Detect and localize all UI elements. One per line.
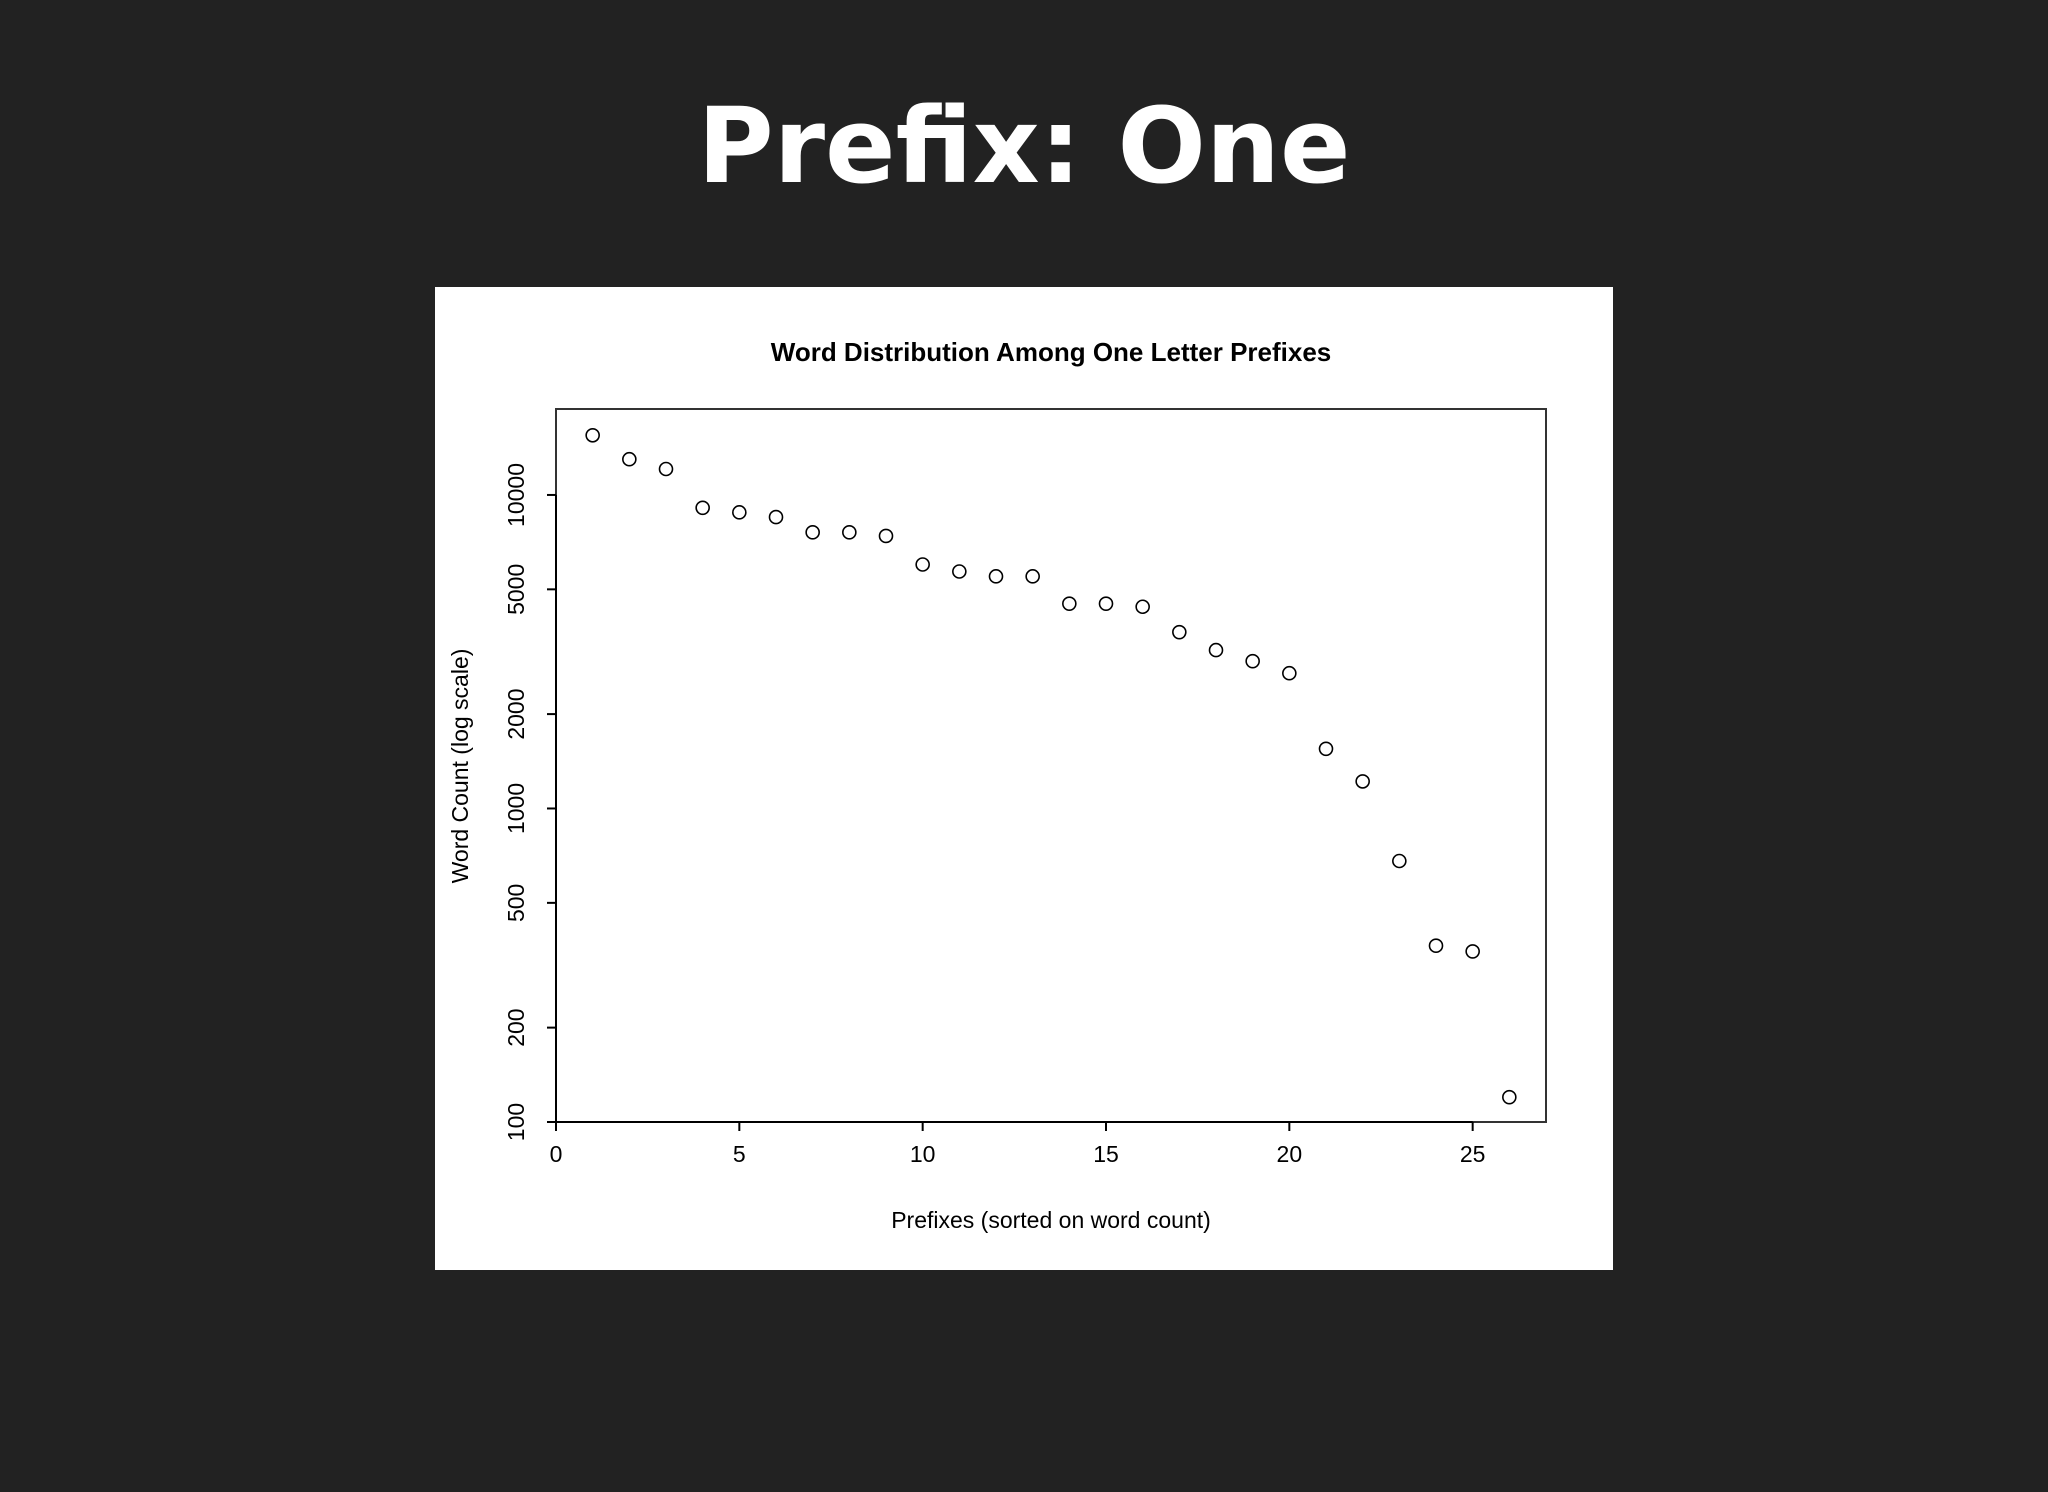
y-tick-label: 5000 [503,564,529,615]
chart-title: Word Distribution Among One Letter Prefi… [771,337,1332,367]
point [695,500,710,516]
point [952,564,967,579]
slide-title: Prefix: One [698,85,1351,207]
point [1208,642,1224,658]
point [915,557,930,572]
point [1282,665,1297,681]
y-tick-label: 100 [503,1103,529,1141]
point [1245,653,1260,669]
x-axis-label: Prefixes (sorted on word count) [891,1207,1211,1233]
y-tick-label: 2000 [503,689,529,740]
point [1355,774,1370,789]
point [658,461,674,477]
point [585,427,600,443]
point [842,525,857,540]
point [1062,596,1077,611]
y-tick-label: 10000 [503,463,529,527]
y-tick-label: 1000 [503,783,529,834]
point [1172,624,1187,640]
x-tick-label: 5 [733,1141,746,1167]
point [768,509,784,525]
x-tick-label: 25 [1460,1141,1486,1167]
y-tick-label: 200 [503,1008,529,1046]
point [1135,599,1150,615]
y-tick-label: 500 [503,884,529,922]
point [988,569,1004,584]
point [732,505,747,520]
point [1502,1089,1517,1105]
point [1465,944,1480,959]
x-tick-label: 15 [1093,1141,1119,1167]
point [1392,853,1407,869]
point [1025,569,1040,584]
x-tick-label: 10 [910,1141,936,1167]
x-tick-label: 0 [550,1141,563,1167]
y-axis-label: Word Count (log scale) [447,649,473,884]
point [1428,938,1444,954]
point [1098,596,1114,611]
point [1318,741,1334,757]
x-tick-label: 20 [1277,1141,1303,1167]
point [805,525,820,540]
point [878,528,894,544]
point [622,451,637,467]
chart-panel [435,287,1613,1270]
